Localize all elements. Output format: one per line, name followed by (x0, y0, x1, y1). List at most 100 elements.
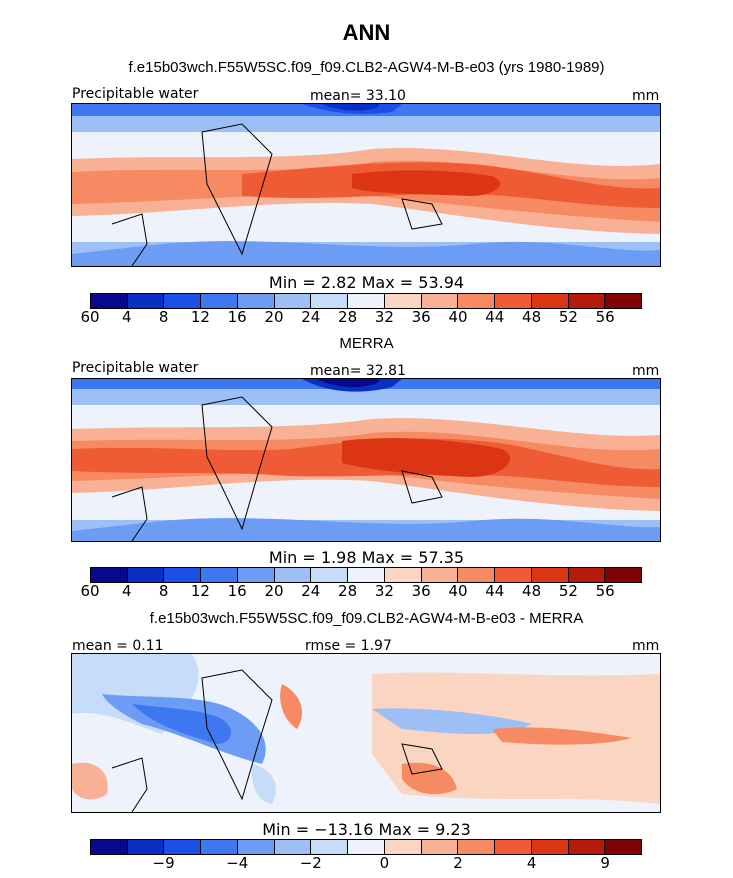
panel1-colorbar (90, 293, 642, 309)
colorbar-tick-label: −4 (226, 854, 249, 872)
panel3-heading: f.e15b03wch.F55W5SC.f09_f09.CLB2-AGW4-M-… (149, 610, 584, 627)
panel1-mean: mean= 33.10 (310, 88, 406, 104)
panel3-rmse: rmse = 1.97 (305, 638, 392, 654)
colorbar-tick-label: 4 (122, 582, 132, 600)
colorbar-tick-label: 20 (264, 582, 284, 600)
colorbar-swatch (495, 294, 532, 308)
page-title: ANN (342, 20, 391, 45)
colorbar-tick-label: 16 (227, 582, 247, 600)
colorbar-swatch (237, 840, 275, 854)
colorbar-swatch (237, 568, 275, 582)
colorbar-swatch (127, 294, 165, 308)
colorbar-tick-label: 56 (595, 582, 615, 600)
panel3-minmax: Min = −13.16 Max = 9.23 (262, 820, 471, 839)
panel1-units: mm (632, 88, 660, 104)
panel2-units: mm (632, 363, 660, 379)
panel2-colorbar (90, 567, 642, 583)
colorbar-swatch (348, 568, 385, 582)
colorbar-swatch (127, 568, 165, 582)
panel1-map (71, 103, 661, 267)
colorbar-swatch (568, 840, 606, 854)
colorbar-swatch (531, 840, 569, 854)
colorbar-tick-label: 32 (374, 582, 394, 600)
panel3-mean: mean = 0.11 (72, 638, 164, 654)
colorbar-swatch (274, 568, 312, 582)
colorbar-tick-label: −9 (152, 854, 175, 872)
colorbar-swatch (495, 840, 532, 854)
panel1-colorbar-ticks: 4 8 12 16 20 24 28 32 36 40 44 48 52 56 60 (80, 308, 642, 328)
colorbar-swatch (605, 294, 642, 308)
colorbar-swatch (311, 840, 349, 854)
colorbar-tick-label: 40 (448, 582, 468, 600)
colorbar-swatch (164, 568, 202, 582)
colorbar-tick-label: 52 (558, 308, 578, 326)
colorbar-swatch (91, 294, 128, 308)
colorbar-tick-label: 60 (80, 308, 100, 326)
colorbar-tick-label: 8 (158, 582, 169, 600)
colorbar-tick-label: 48 (522, 308, 542, 326)
colorbar-swatch (384, 840, 422, 854)
panel2-field-label: Precipitable water (72, 360, 199, 376)
colorbar-tick-label: 24 (301, 308, 321, 326)
colorbar-tick-label: 28 (338, 308, 358, 326)
colorbar-swatch (495, 568, 532, 582)
colorbar-swatch (201, 840, 238, 854)
colorbar-swatch (458, 840, 496, 854)
colorbar-swatch (274, 840, 312, 854)
panel1-field-label: Precipitable water (72, 86, 199, 102)
colorbar-tick-label: 36 (411, 308, 431, 326)
panel3-units: mm (632, 638, 660, 654)
panel1-minmax: Min = 2.82 Max = 53.94 (268, 273, 465, 292)
colorbar-swatch (384, 294, 422, 308)
colorbar-tick-label: 60 (80, 582, 100, 600)
panel3-map (71, 653, 661, 813)
panel2-mean: mean= 32.81 (310, 363, 406, 379)
colorbar-tick-label: 44 (485, 582, 505, 600)
panel2-map (71, 378, 661, 542)
colorbar-tick-label: 52 (558, 582, 578, 600)
colorbar-tick-label: 0 (379, 854, 390, 872)
colorbar-swatch (605, 568, 642, 582)
colorbar-swatch (127, 840, 165, 854)
colorbar-tick-label: 16 (227, 308, 247, 326)
colorbar-tick-label: 2 (453, 854, 463, 872)
panel2-colorbar-ticks: 4 8 12 16 20 24 28 32 36 40 44 48 52 56 60 (80, 582, 642, 602)
colorbar-swatch (201, 568, 238, 582)
colorbar-swatch (348, 294, 385, 308)
colorbar-tick-label: 20 (264, 308, 284, 326)
panel3-map-field (72, 654, 660, 812)
colorbar-swatch (348, 840, 385, 854)
colorbar-swatch (274, 294, 312, 308)
colorbar-tick-label: 24 (301, 582, 321, 600)
colorbar-swatch (421, 840, 459, 854)
colorbar-tick-label: 12 (190, 308, 210, 326)
colorbar-swatch (384, 568, 422, 582)
panel2-heading: MERRA (339, 335, 394, 352)
colorbar-swatch (458, 294, 496, 308)
colorbar-tick-label: 28 (338, 582, 358, 600)
colorbar-swatch (531, 568, 569, 582)
colorbar-tick-label: 56 (595, 308, 615, 326)
colorbar-tick-label: −2 (299, 854, 322, 872)
colorbar-swatch (421, 568, 459, 582)
colorbar-swatch (458, 568, 496, 582)
panel3-colorbar (90, 839, 642, 855)
colorbar-swatch (164, 840, 202, 854)
colorbar-swatch (568, 294, 606, 308)
panel1-map-field (72, 104, 660, 266)
colorbar-tick-label: 8 (158, 308, 169, 326)
colorbar-tick-label: 9 (600, 854, 610, 872)
panel2-minmax: Min = 1.98 Max = 57.35 (268, 548, 465, 567)
colorbar-swatch (91, 568, 128, 582)
panel2-map-field (72, 379, 660, 541)
colorbar-tick-label: 48 (522, 582, 542, 600)
colorbar-swatch (91, 840, 128, 854)
colorbar-swatch (311, 568, 349, 582)
colorbar-tick-label: 40 (448, 308, 468, 326)
colorbar-tick-label: 44 (485, 308, 505, 326)
colorbar-swatch (421, 294, 459, 308)
colorbar-swatch (164, 294, 202, 308)
colorbar-swatch (531, 294, 569, 308)
colorbar-tick-label: 4 (122, 308, 132, 326)
colorbar-swatch (311, 294, 349, 308)
